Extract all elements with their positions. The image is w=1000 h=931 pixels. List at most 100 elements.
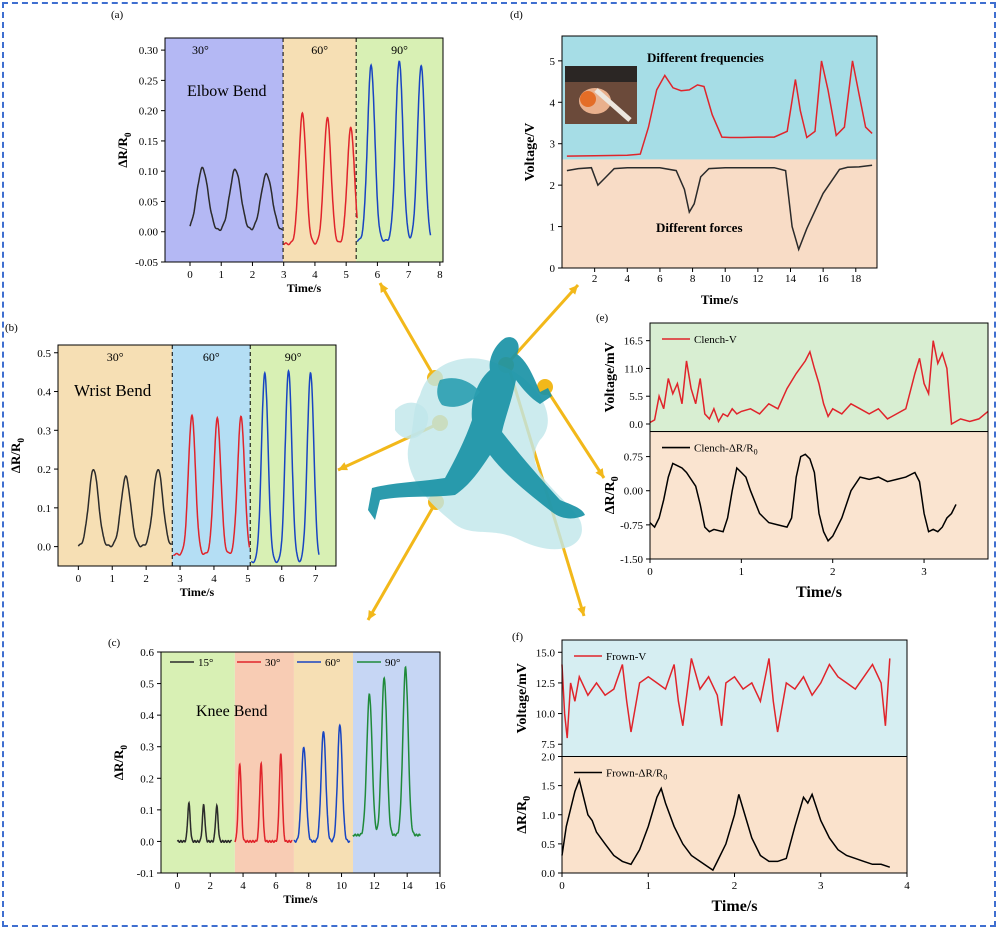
y-tick-label: 0.10 bbox=[139, 166, 159, 178]
photo-sensor bbox=[580, 91, 596, 107]
legend-label-2: 60° bbox=[325, 657, 340, 669]
y-tick-label: 11.0 bbox=[624, 363, 643, 375]
y-tick-label: 0.2 bbox=[140, 773, 154, 785]
legend-label-f-top: Frown-V bbox=[606, 651, 646, 663]
chart-title-b: Wrist Bend bbox=[74, 381, 152, 400]
pointer-arrowhead-2 bbox=[368, 610, 377, 620]
panel-b: (b) 30° 60° 90° Wrist Bend 0 1 2 3 4 5 6 7 0.0 0.1 0.2 0… bbox=[5, 322, 337, 599]
region-d-1 bbox=[562, 159, 877, 268]
plot-frame-c bbox=[160, 651, 441, 874]
x-tick-label: 0 bbox=[559, 880, 565, 892]
plot-frame-b bbox=[57, 344, 337, 567]
series-line-d-frequencies bbox=[566, 60, 873, 157]
region-c-2 bbox=[293, 652, 354, 873]
y-tick-label: 2 bbox=[550, 180, 556, 192]
x-tick-label: 4 bbox=[240, 880, 246, 892]
panel-e: (e) 0.0 5.5 11.0 16.5 Clench-V Voltage/mV -1.50… bbox=[596, 312, 989, 601]
y-tick-label: 0.1 bbox=[37, 503, 51, 515]
x-tick-label: 8 bbox=[690, 273, 696, 285]
series-line-d-forces bbox=[566, 164, 873, 252]
pointer-arrow-4 bbox=[543, 386, 606, 479]
panel-a: (a) 30° 60° 90° Elbow Bend 0 1 2 3 4 5 6 7 8 -0.05 0.00… bbox=[111, 9, 444, 295]
chart-title-c: Knee Bend bbox=[196, 703, 268, 720]
region-label-b-0: 30° bbox=[107, 350, 124, 364]
x-tick-label: 4 bbox=[625, 273, 631, 285]
y-tick-label: 0 bbox=[550, 263, 556, 275]
x-tick-label: 3 bbox=[281, 269, 287, 281]
x-tick-label: 12 bbox=[369, 880, 380, 892]
y-tick-label: 1 bbox=[550, 222, 556, 234]
y-tick-label: -0.1 bbox=[137, 868, 154, 880]
photo-top bbox=[565, 66, 637, 82]
y-tick-label: 0.5 bbox=[37, 348, 51, 360]
x-tick-label: 16 bbox=[818, 273, 830, 285]
y-tick-label: 0.4 bbox=[37, 387, 51, 399]
subplot-bg-e-top bbox=[650, 323, 988, 432]
subplot-bg-e-bottom bbox=[650, 431, 988, 559]
series-line-b-2 bbox=[250, 369, 320, 564]
panel-c: (c) Knee Bend 15° 30° 60° 90° 0 2 4 6 8 10 12 14 16 -0.… bbox=[108, 637, 446, 906]
y-tick-label: 7.5 bbox=[541, 739, 555, 751]
x-axis-label-b: Time/s bbox=[180, 585, 215, 599]
x-tick-label: 2 bbox=[592, 273, 598, 285]
y-tick-label: 12.5 bbox=[536, 678, 556, 690]
panel-letter-c: (c) bbox=[108, 637, 121, 649]
region-b-0 bbox=[58, 345, 173, 566]
x-tick-label: 8 bbox=[306, 880, 312, 892]
panel-letter-d: (d) bbox=[510, 9, 523, 21]
watercolor-splash-1 bbox=[395, 402, 429, 439]
panel-letter-a: (a) bbox=[111, 9, 124, 21]
y-axis-label-a: ΔR/R0 bbox=[115, 132, 134, 168]
x-tick-label: 6 bbox=[375, 269, 381, 281]
x-tick-label: 12 bbox=[752, 273, 763, 285]
x-tick-label: 0 bbox=[76, 573, 82, 585]
x-tick-label: 0 bbox=[187, 269, 193, 281]
region-b-2 bbox=[250, 345, 336, 566]
y-tick-label: 15.0 bbox=[536, 647, 556, 659]
y-tick-label: 0.0 bbox=[140, 836, 154, 848]
y-tick-label: 0.0 bbox=[37, 542, 51, 554]
plot-frame-d bbox=[561, 35, 878, 269]
panel-letter-e: (e) bbox=[596, 312, 609, 324]
label-different-frequencies: Different frequencies bbox=[647, 50, 764, 65]
x-tick-label: 2 bbox=[830, 566, 836, 578]
region-label-a-0: 30° bbox=[192, 43, 209, 57]
series-line-f-top bbox=[561, 658, 891, 739]
y-tick-label: 0.3 bbox=[140, 742, 154, 754]
panel-f: (f) 7.5 10.0 12.5 15.0 Frown-V Voltage/mV 0.0 0.… bbox=[512, 631, 910, 915]
y-tick-label: 0.00 bbox=[624, 486, 644, 498]
legend-label-e-bottom: Clench-ΔR/R0 bbox=[694, 443, 758, 457]
x-tick-label: 7 bbox=[313, 573, 319, 585]
y-tick-label: 0.30 bbox=[139, 45, 159, 57]
region-label-a-1: 60° bbox=[311, 43, 328, 57]
x-tick-label: 14 bbox=[402, 880, 414, 892]
y-tick-label: 0.4 bbox=[140, 710, 154, 722]
runner-arm bbox=[437, 378, 480, 407]
x-axis-label-a: Time/s bbox=[287, 281, 322, 295]
pointer-arrow-0 bbox=[378, 282, 437, 379]
x-tick-label: 0 bbox=[175, 880, 181, 892]
x-tick-label: 1 bbox=[218, 269, 224, 281]
region-label-b-2: 90° bbox=[285, 350, 302, 364]
y-tick-label: 4 bbox=[550, 97, 556, 109]
pointer-arrowhead-5 bbox=[577, 606, 586, 616]
panel-d: (d) Different frequencies Different forces… bbox=[510, 9, 878, 307]
running-person-silhouette-icon bbox=[368, 337, 585, 550]
legend-label-1: 30° bbox=[265, 657, 280, 669]
x-tick-label: 4 bbox=[904, 880, 910, 892]
x-tick-label: 18 bbox=[850, 273, 862, 285]
y-tick-label: 0.05 bbox=[139, 196, 159, 208]
x-axis-label-c: Time/s bbox=[283, 892, 318, 906]
y-axis-label-b: ΔR/R0 bbox=[8, 438, 27, 474]
pointer-arrow-2 bbox=[366, 501, 438, 621]
panel-letter-f: (f) bbox=[512, 631, 523, 643]
y-tick-label: 0.0 bbox=[541, 868, 555, 880]
series-line-a-0 bbox=[189, 166, 283, 232]
y-tick-label: 0.2 bbox=[37, 464, 51, 476]
y-tick-label: 2.0 bbox=[541, 752, 555, 764]
y-tick-label: 0.15 bbox=[139, 136, 159, 148]
y-tick-label: 0.75 bbox=[624, 452, 644, 464]
y-axis-label-e-top: Voltage/mV bbox=[603, 342, 618, 412]
x-tick-label: 2 bbox=[250, 269, 256, 281]
